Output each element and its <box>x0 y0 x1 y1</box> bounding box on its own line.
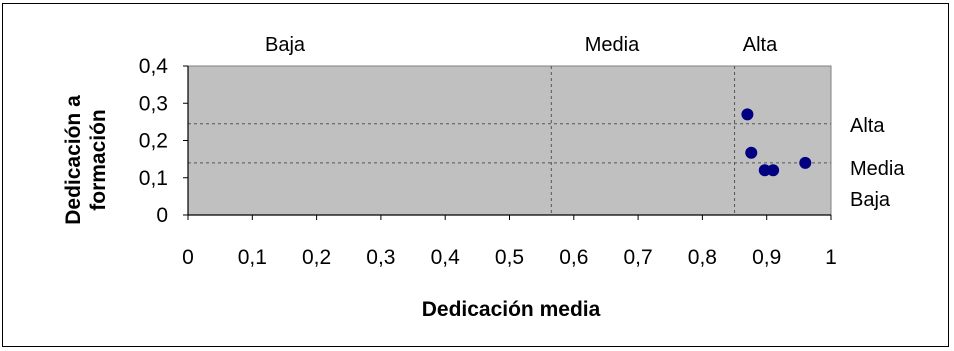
x-zone-label: Alta <box>743 34 778 56</box>
y-tick-label: 0,3 <box>139 92 168 115</box>
x-tick-label: 0,7 <box>623 246 652 269</box>
x-tick-label: 0,4 <box>431 246 461 269</box>
x-tick-label: 0,1 <box>238 246 267 269</box>
x-zone-label: Media <box>585 34 640 56</box>
data-point-3 <box>767 164 780 177</box>
y-tick-label: 0,1 <box>139 167 168 190</box>
zone-labels: Baja Media Alta Alta Media Baja <box>265 34 905 211</box>
x-tick-label: 0,8 <box>688 246 717 269</box>
x-tick-label: 0,2 <box>302 246 331 269</box>
x-tick-label: 0,3 <box>366 246 395 269</box>
data-point-0 <box>741 108 754 121</box>
y-tick-label: 0 <box>156 204 168 227</box>
y-tick-label: 0,2 <box>139 130 168 153</box>
y-axis-label: Dedicación aformación <box>62 95 110 225</box>
y-tick-label: 0,4 <box>139 55 169 78</box>
data-point-1 <box>745 146 758 159</box>
y-zone-label: Alta <box>850 115 885 137</box>
x-zone-label: Baja <box>265 34 306 56</box>
x-tick-label: 1 <box>825 246 837 269</box>
y-zone-label: Baja <box>850 189 891 211</box>
data-point-2 <box>758 164 771 177</box>
x-tick-label: 0 <box>182 246 194 269</box>
data-points <box>741 108 812 177</box>
threshold-lines <box>188 66 831 215</box>
x-axis-label: Dedicación media <box>422 298 601 321</box>
tick-labels: 0 0,1 0,2 0,3 0,4 0,5 0,6 0,7 0,8 0,9 1 0 0,1 0,2 0,3 0… <box>139 55 837 269</box>
x-tick-label: 0,5 <box>495 246 524 269</box>
plot-area <box>187 65 832 216</box>
data-point-4 <box>799 156 812 169</box>
x-tick-label: 0,9 <box>752 246 781 269</box>
y-zone-label: Media <box>850 158 905 180</box>
x-tick-label: 0,6 <box>559 246 588 269</box>
